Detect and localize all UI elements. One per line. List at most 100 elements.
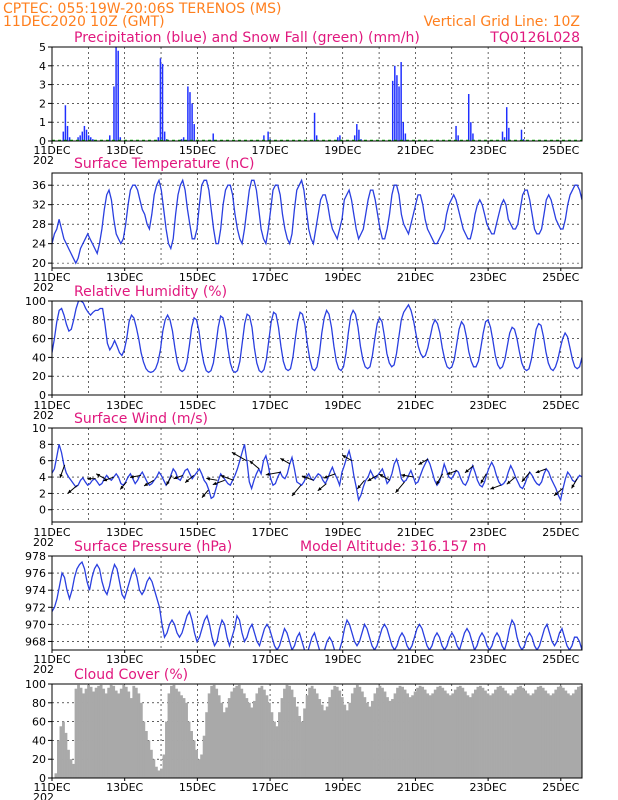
cloud-bar	[82, 693, 85, 778]
y-tick-label: 24	[32, 238, 46, 251]
wind-arrow	[553, 488, 563, 497]
cloud-bar	[293, 697, 296, 778]
cloud-bar	[348, 702, 352, 778]
x-tick-label: 25DEC	[542, 781, 579, 794]
cloud-bar	[252, 700, 256, 778]
cloud-bar	[268, 702, 271, 778]
cloud-bar	[242, 693, 246, 778]
cloud-bar	[536, 686, 540, 778]
cloud-bar	[486, 693, 490, 778]
cloud-bar	[270, 712, 274, 778]
x-tick-label: 23DEC	[470, 271, 507, 284]
cloud-bar	[549, 695, 553, 778]
cloud-title: Cloud Cover (%)	[74, 667, 188, 683]
wind-arrow	[249, 460, 260, 470]
y-tick-label: 3	[39, 79, 46, 92]
wind-arrow	[165, 475, 173, 486]
cloud-bar	[343, 704, 347, 778]
x-tick-label: 13DEC	[106, 526, 143, 539]
cloud-bar	[350, 693, 354, 778]
precip-bar	[85, 129, 88, 141]
y-tick-label: 20	[32, 753, 46, 766]
wind-arrow	[480, 473, 487, 484]
x-tick-label: 11DEC	[33, 144, 70, 157]
cloud-bar	[122, 684, 126, 778]
cloud-bar	[386, 697, 389, 778]
cloud-bar	[72, 763, 75, 778]
wind-arrow	[341, 454, 353, 462]
precip-bar	[87, 135, 90, 141]
rh-plot	[52, 301, 582, 374]
wind-arrow	[418, 458, 429, 466]
cloud-bar	[554, 689, 558, 778]
precip-bar	[62, 131, 65, 141]
cloud-bar	[481, 687, 485, 778]
cloud-bar	[403, 689, 407, 778]
precip-bar	[358, 129, 360, 141]
cloud-bar	[62, 721, 65, 778]
precip-bar	[90, 137, 92, 141]
cloud-bar	[222, 712, 226, 778]
cloud-bar	[476, 686, 480, 778]
year-stub: 202	[33, 791, 54, 800]
x-tick-label: 25DEC	[542, 526, 579, 539]
wind-arrow	[506, 476, 516, 485]
wind-arrow	[401, 473, 414, 478]
x-tick-label: 11DEC	[33, 781, 70, 794]
cloud-bar	[328, 697, 332, 778]
wind-arrow	[535, 468, 547, 474]
cloud-bar	[541, 687, 545, 778]
wind-arrow	[395, 481, 405, 493]
cloud-bar	[448, 695, 452, 778]
y-tick-label: 6	[39, 455, 46, 468]
cloud-bar	[157, 770, 161, 778]
y-tick-label: 32	[32, 199, 46, 212]
wind-arrow	[323, 473, 336, 479]
cloud-bar	[182, 698, 186, 778]
y-tick-label: 60	[32, 716, 46, 729]
cloud-bar	[471, 693, 475, 778]
wind-arrow	[119, 481, 127, 490]
precip-bar	[520, 129, 523, 141]
x-tick-label: 19DEC	[324, 399, 361, 412]
x-tick-label: 11DEC	[33, 271, 70, 284]
y-tick-label: 40	[32, 734, 46, 747]
precip-bar	[398, 86, 400, 141]
x-tick-label: 17DEC	[252, 653, 289, 666]
cloud-bar	[391, 699, 394, 778]
wind-arrow	[59, 464, 66, 479]
cloud-bar	[190, 731, 193, 778]
cloud-bar	[69, 759, 73, 778]
rh-title: Relative Humidity (%)	[74, 284, 227, 300]
cloud-bar	[280, 698, 284, 778]
cloud-bar	[112, 685, 116, 778]
cloud-bar	[506, 693, 510, 778]
cloud-plot	[54, 684, 582, 778]
x-tick-label: 19DEC	[324, 781, 361, 794]
cloud-bar	[388, 700, 392, 778]
precip-bar	[113, 86, 115, 141]
cloud-bar	[539, 685, 543, 778]
cloud-bar	[468, 697, 472, 778]
cloud-bar	[446, 693, 450, 778]
wind-arrow	[87, 476, 96, 481]
cloud-bar	[102, 688, 106, 778]
wind-arrow	[103, 476, 114, 482]
precip-bar	[109, 135, 111, 141]
y-tick-label: 80	[32, 697, 46, 710]
x-tick-label: 17DEC	[252, 399, 289, 412]
cloud-bar	[160, 768, 163, 778]
cloud-bar	[514, 689, 517, 778]
temp-title: Surface Temperature (nC)	[74, 156, 255, 172]
cloud-bar	[340, 697, 344, 778]
precip-bar	[391, 80, 394, 141]
pres-panel: 968 970 972 974 976 978 11DEC 13DEC 15DEC 17DEC 19…	[25, 539, 583, 676]
cloud-bar	[406, 693, 409, 778]
cloud-bar	[456, 686, 460, 778]
y-tick-label: 0	[39, 135, 46, 148]
cloud-bar	[109, 684, 113, 778]
cloud-bar	[192, 740, 196, 778]
cloud-bar	[67, 749, 70, 778]
cloud-bar	[318, 699, 322, 778]
